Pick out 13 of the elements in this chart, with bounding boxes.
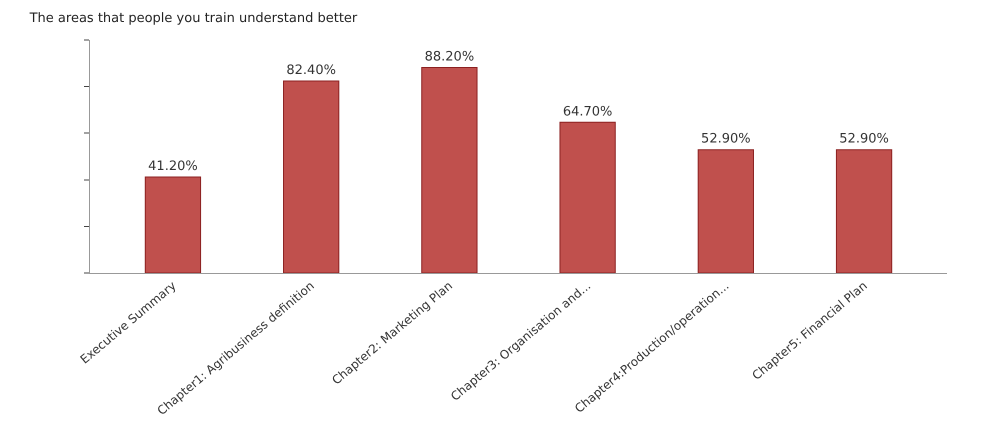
bar <box>421 66 478 273</box>
bar <box>283 80 340 273</box>
bar <box>144 176 202 273</box>
bar <box>698 149 754 273</box>
bar <box>836 149 892 273</box>
data-label: 41.20% <box>148 159 198 174</box>
data-label: 88.20% <box>424 49 474 64</box>
bar <box>559 122 616 273</box>
chart-title: The areas that people you train understand better <box>28 10 358 26</box>
data-label: 64.70% <box>562 104 612 120</box>
data-label: 82.40% <box>286 63 336 78</box>
data-label: 52.90% <box>701 132 751 147</box>
data-label: 52.90% <box>839 132 889 147</box>
